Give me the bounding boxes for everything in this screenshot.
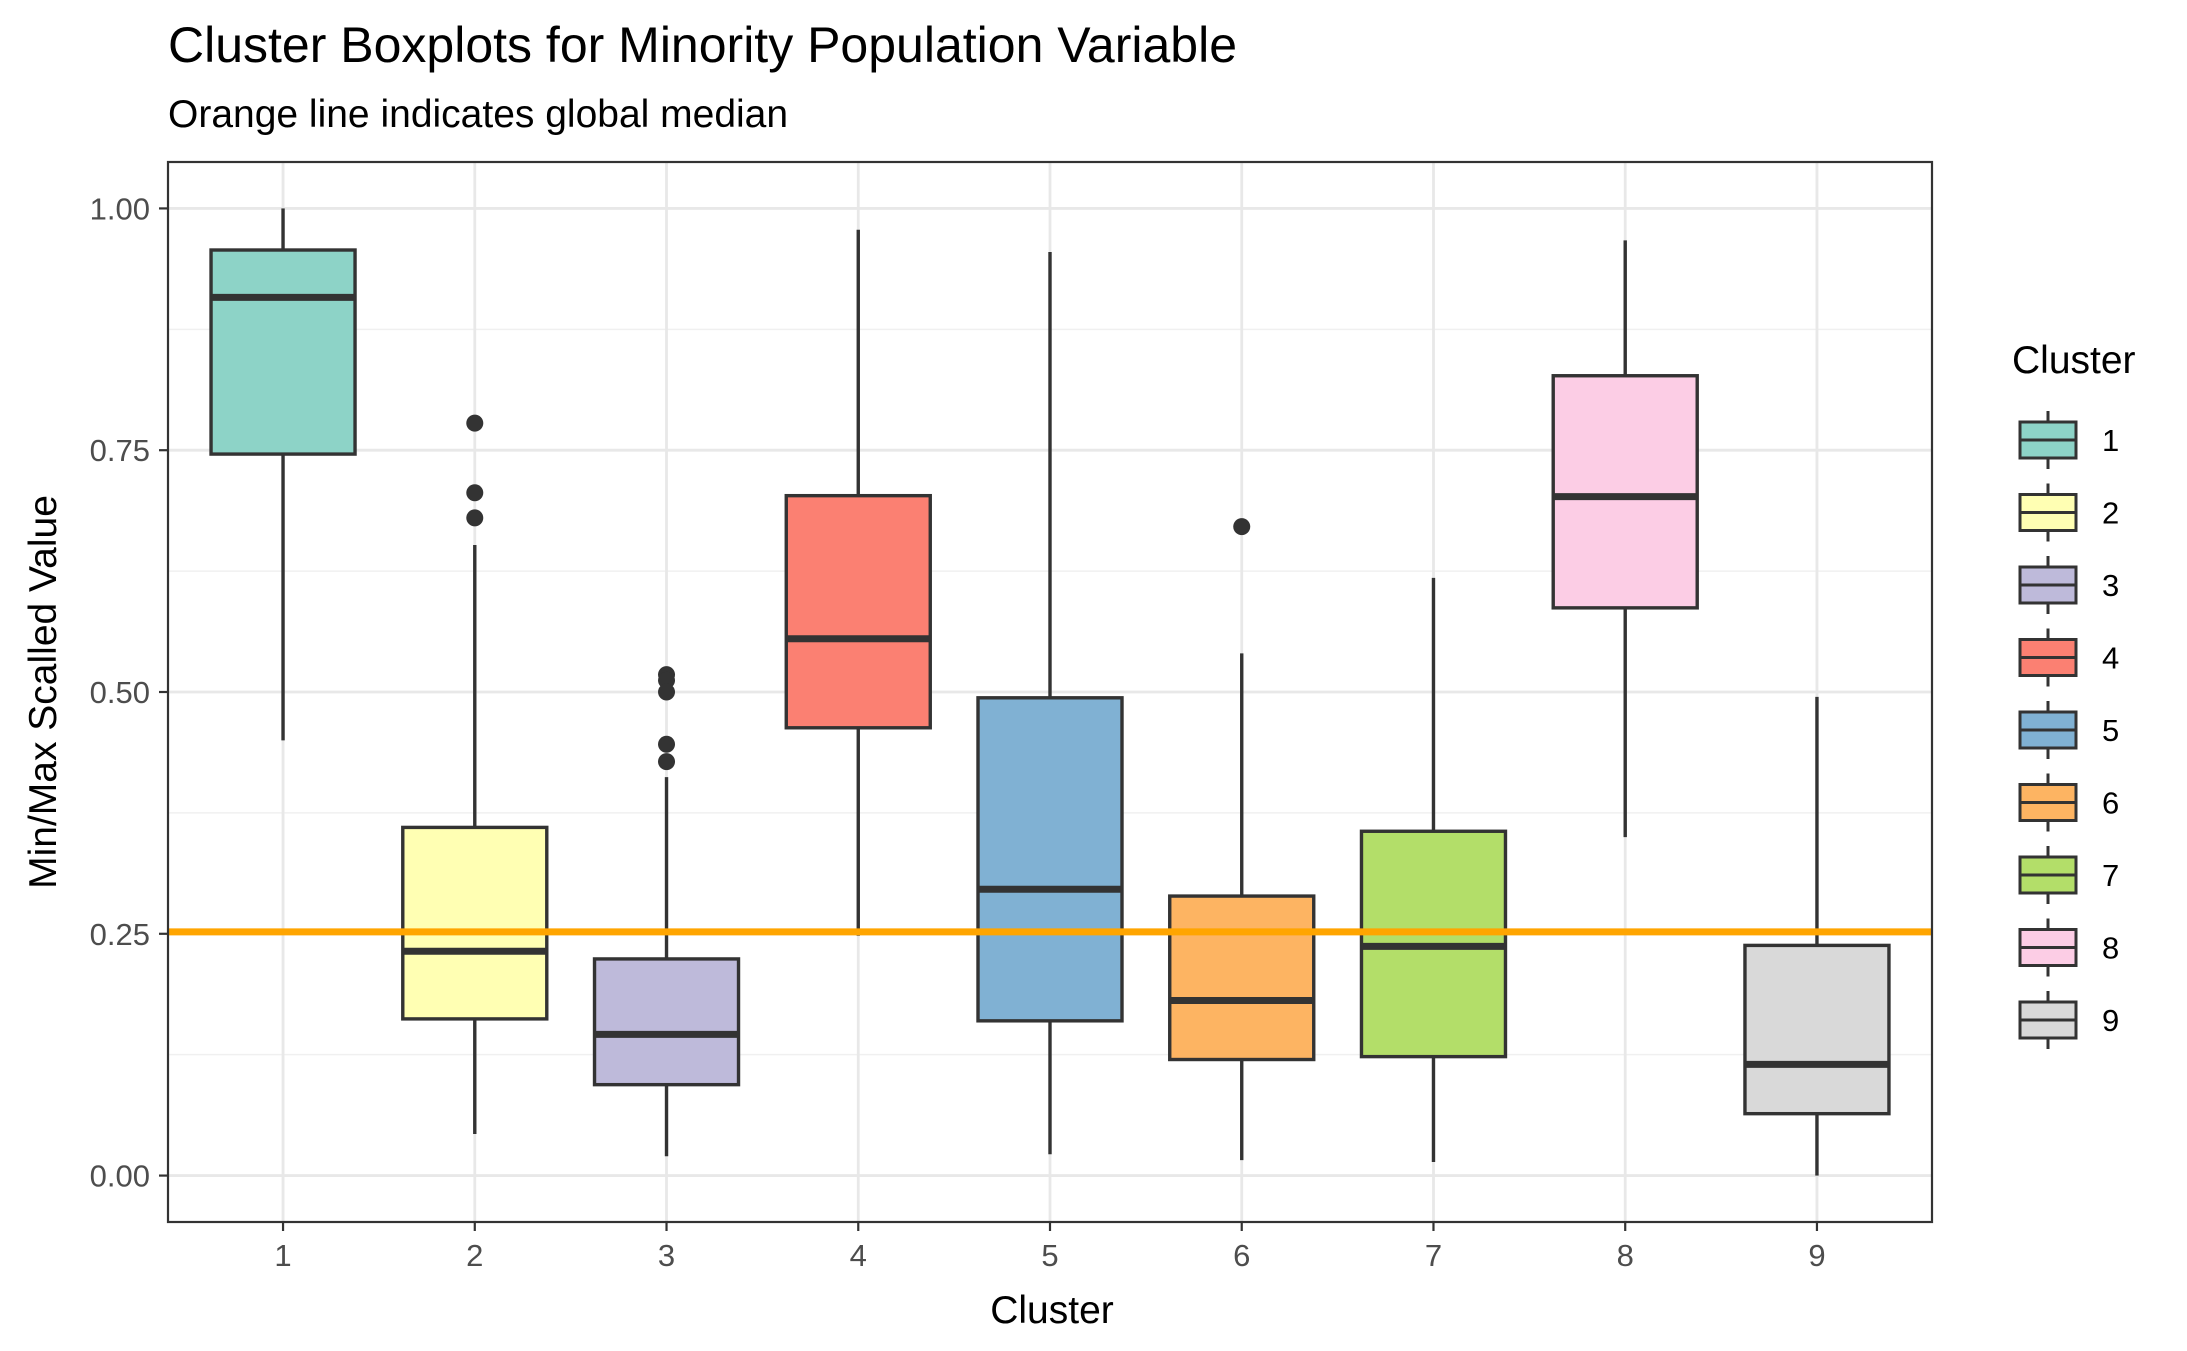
box-cluster-6 [1168,518,1316,1161]
outlier-point [466,414,484,432]
x-tick-label: 9 [1808,1238,1825,1273]
x-tick-label: 8 [1617,1238,1634,1273]
iqr-box [1743,943,1891,1116]
legend-label: 4 [2102,641,2119,676]
y-axis-title: Min/Max Scalled Value [22,495,65,889]
x-tick-label: 1 [274,1238,291,1273]
legend-label: 2 [2102,496,2119,531]
box-cluster-1 [209,208,357,741]
box-cluster-4 [784,229,932,936]
chart-subtitle: Orange line indicates global median [168,93,788,136]
legend-item-8: 8 [2018,918,2119,977]
x-tick-label: 5 [1041,1238,1058,1273]
y-tick-label: 0.25 [90,917,150,952]
legend-label: 1 [2102,423,2119,458]
box-cluster-8 [1551,240,1699,838]
y-tick-label: 1.00 [90,191,150,226]
legend: Cluster 1 2 3 4 5 6 7 8 9 [2012,339,2136,1049]
x-tick-label: 4 [850,1238,867,1273]
legend-item-5: 5 [2018,701,2119,759]
legend-item-9: 9 [2018,991,2119,1049]
x-tick-label: 3 [658,1238,675,1273]
plot-area [168,162,1932,1222]
outlier-point [1233,518,1251,536]
axes: 0.00 0.25 0.50 0.75 1.00 1 2 3 4 5 6 7 8 9 [90,160,1934,1273]
outlier-point [466,509,484,527]
chart-title: Cluster Boxplots for Minority Population… [168,17,1237,73]
iqr-box [209,248,357,456]
legend-item-1: 1 [2018,411,2119,469]
legend-label: 3 [2102,568,2119,603]
x-axis-title: Cluster [990,1289,1114,1332]
legend-item-2: 2 [2018,483,2119,542]
x-tick-label: 6 [1233,1238,1250,1273]
legend-item-3: 3 [2018,556,2119,614]
outlier-point [466,484,484,502]
iqr-box [1551,374,1699,610]
legend-label: 5 [2102,713,2119,748]
iqr-box [784,493,932,730]
legend-title: Cluster [2012,339,2136,382]
y-tick-label: 0.00 [90,1159,150,1194]
x-tick-label: 7 [1425,1238,1442,1273]
iqr-box [401,825,549,1021]
legend-item-7: 7 [2018,846,2119,904]
x-tick-label: 2 [466,1238,483,1273]
legend-label: 8 [2102,931,2119,966]
outlier-point [658,683,676,701]
legend-label: 7 [2102,858,2119,893]
box-cluster-9 [1743,696,1891,1176]
box-cluster-7 [1359,577,1508,1163]
legend-item-6: 6 [2018,773,2119,832]
y-tick-label: 0.50 [90,675,150,710]
outlier-point [658,735,676,753]
legend-label: 9 [2102,1003,2119,1038]
outlier-point [658,753,676,771]
legend-item-4: 4 [2018,628,2119,687]
legend-label: 6 [2102,786,2119,821]
iqr-box [592,957,741,1087]
box-cluster-5 [976,251,1124,1155]
y-tick-label: 0.75 [90,433,150,468]
iqr-box [976,696,1124,1023]
box-cluster-2 [401,414,549,1134]
iqr-box [1168,894,1316,1062]
